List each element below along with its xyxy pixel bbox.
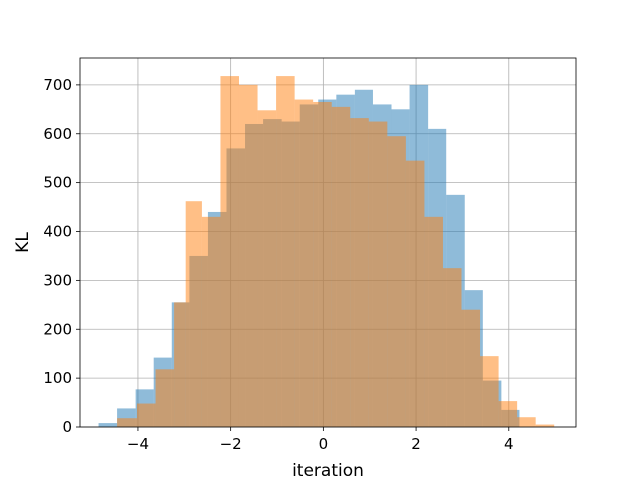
histogram-bar-series-2 xyxy=(480,356,499,427)
histogram-bar-series-2 xyxy=(220,76,239,428)
histogram-bar-series-2 xyxy=(331,106,351,427)
histogram-bar-series-2 xyxy=(461,309,481,427)
histogram-bar-series-2 xyxy=(155,369,175,427)
y-tick-label: 500 xyxy=(43,174,72,192)
x-tick-label: −2 xyxy=(220,435,242,453)
histogram-bar-series-2 xyxy=(517,417,536,427)
histogram-bar-series-2 xyxy=(535,424,555,427)
x-tick-label: 4 xyxy=(504,435,514,453)
histogram-bar-series-2 xyxy=(117,418,138,427)
x-tick-label: 2 xyxy=(411,435,421,453)
x-axis-label: iteration xyxy=(292,461,364,480)
histogram-bar-series-2 xyxy=(276,76,295,428)
histogram-bar-series-2 xyxy=(424,216,443,427)
histogram-bar-series-2 xyxy=(350,118,369,427)
histogram-bar-series-2 xyxy=(498,401,518,427)
histogram-bar-series-2 xyxy=(313,101,332,427)
histogram-bar-series-2 xyxy=(257,110,277,428)
y-tick-label: 100 xyxy=(43,369,72,387)
y-tick-label: 200 xyxy=(43,320,72,338)
y-tick-label: 0 xyxy=(62,418,72,436)
histogram-bar-series-2 xyxy=(201,216,221,427)
y-axis-label: KL xyxy=(13,232,33,253)
histogram-bar-series-2 xyxy=(185,201,202,427)
histogram-bar-series-2 xyxy=(387,136,406,427)
histogram-bar-series-2 xyxy=(405,160,425,428)
histogram-bar-series-2 xyxy=(368,121,388,427)
histogram-bar-series-2 xyxy=(294,99,314,428)
y-tick-label: 300 xyxy=(43,271,72,289)
histogram-bar-series-2 xyxy=(137,403,156,427)
histogram-bar-series-1 xyxy=(98,423,118,427)
bars-layer xyxy=(98,76,555,428)
histogram-bar-series-2 xyxy=(174,302,186,427)
histogram-bar-series-2 xyxy=(442,268,462,427)
y-tick-label: 400 xyxy=(43,223,72,241)
x-tick-label: −4 xyxy=(127,435,149,453)
ticks-layer: −4 −2 0 2 4 0 100 200 300 400 500 600 700 xyxy=(43,76,513,453)
plot-area-frame xyxy=(79,57,577,428)
y-tick-label: 700 xyxy=(43,76,72,94)
x-tick-label: 0 xyxy=(319,435,329,453)
y-tick-label: 600 xyxy=(43,125,72,143)
histogram-bar-series-2 xyxy=(238,84,258,427)
